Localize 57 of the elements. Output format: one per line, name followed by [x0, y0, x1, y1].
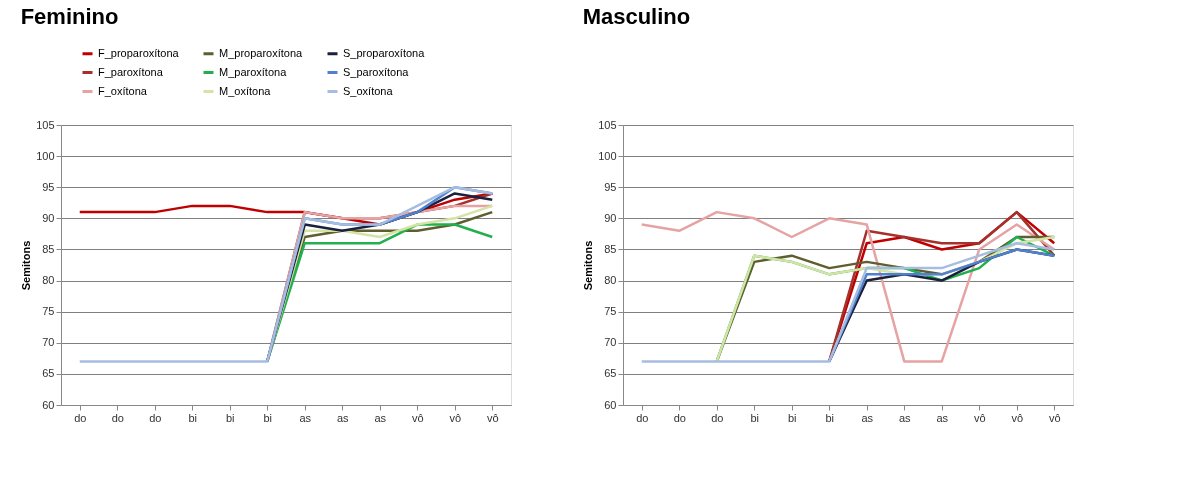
legend-label: S_paroxítona	[343, 65, 410, 78]
y-tick-label: 105	[36, 118, 55, 131]
x-tick-label: as	[336, 411, 350, 424]
x-tick-label: do	[636, 411, 649, 424]
x-tick-label: bi	[787, 411, 797, 424]
x-tick-label: as	[898, 411, 912, 424]
x-tick-label: do	[74, 411, 87, 424]
legend-label: F_paroxítona	[98, 65, 164, 78]
y-tick-label: 75	[42, 305, 55, 318]
x-tick-label: vô	[486, 411, 499, 424]
legend-label: M_paroxítona	[219, 65, 288, 78]
y-tick-label: 85	[42, 242, 55, 255]
x-tick-label: bi	[225, 411, 235, 424]
y-tick-label: 65	[42, 367, 55, 380]
legend-label: S_proparoxítona	[343, 46, 426, 59]
x-tick-label: vô	[1011, 411, 1024, 424]
x-tick-label: bi	[188, 411, 198, 424]
legend-label: M_oxítona	[219, 84, 272, 97]
x-tick-label: as	[374, 411, 387, 424]
legend-label: S_oxítona	[343, 84, 394, 97]
y-tick-label: 60	[604, 398, 617, 411]
x-tick-label: do	[673, 411, 686, 424]
x-tick-label: bi	[825, 411, 835, 424]
x-tick-label: vô	[449, 411, 462, 424]
y-axis-title: Semitons	[582, 240, 595, 291]
y-tick-label: 90	[604, 211, 617, 224]
y-tick-label: 75	[604, 305, 617, 318]
y-tick-label: 80	[604, 274, 617, 287]
x-tick-label: vô	[973, 411, 986, 424]
y-tick-label: 60	[42, 398, 55, 411]
y-tick-label: 105	[598, 118, 617, 131]
x-tick-label: as	[936, 411, 949, 424]
y-tick-label: 65	[604, 367, 617, 380]
x-tick-label: do	[711, 411, 724, 424]
legend-label: F_oxítona	[98, 84, 148, 97]
y-tick-label: 100	[36, 149, 55, 162]
y-tick-label: 100	[598, 149, 617, 162]
y-tick-label: 85	[604, 242, 617, 255]
x-tick-label: bi	[263, 411, 273, 424]
y-tick-label: 95	[604, 180, 617, 193]
x-tick-label: bi	[750, 411, 760, 424]
y-tick-label: 90	[42, 211, 55, 224]
chart-title: Feminino	[20, 4, 119, 29]
x-tick-label: vô	[411, 411, 424, 424]
y-axis-title: Semitons	[20, 240, 33, 291]
x-tick-label: as	[861, 411, 874, 424]
legend-label: M_proparoxítona	[219, 46, 304, 59]
x-tick-label: do	[111, 411, 124, 424]
y-tick-label: 95	[42, 180, 55, 193]
x-tick-label: do	[149, 411, 162, 424]
chart-title: Masculino	[582, 4, 691, 29]
y-tick-label: 70	[42, 336, 55, 349]
y-tick-label: 80	[42, 274, 55, 287]
y-tick-label: 70	[604, 336, 617, 349]
legend-label: F_proparoxítona	[98, 46, 180, 59]
x-tick-label: as	[299, 411, 312, 424]
x-tick-label: vô	[1048, 411, 1061, 424]
